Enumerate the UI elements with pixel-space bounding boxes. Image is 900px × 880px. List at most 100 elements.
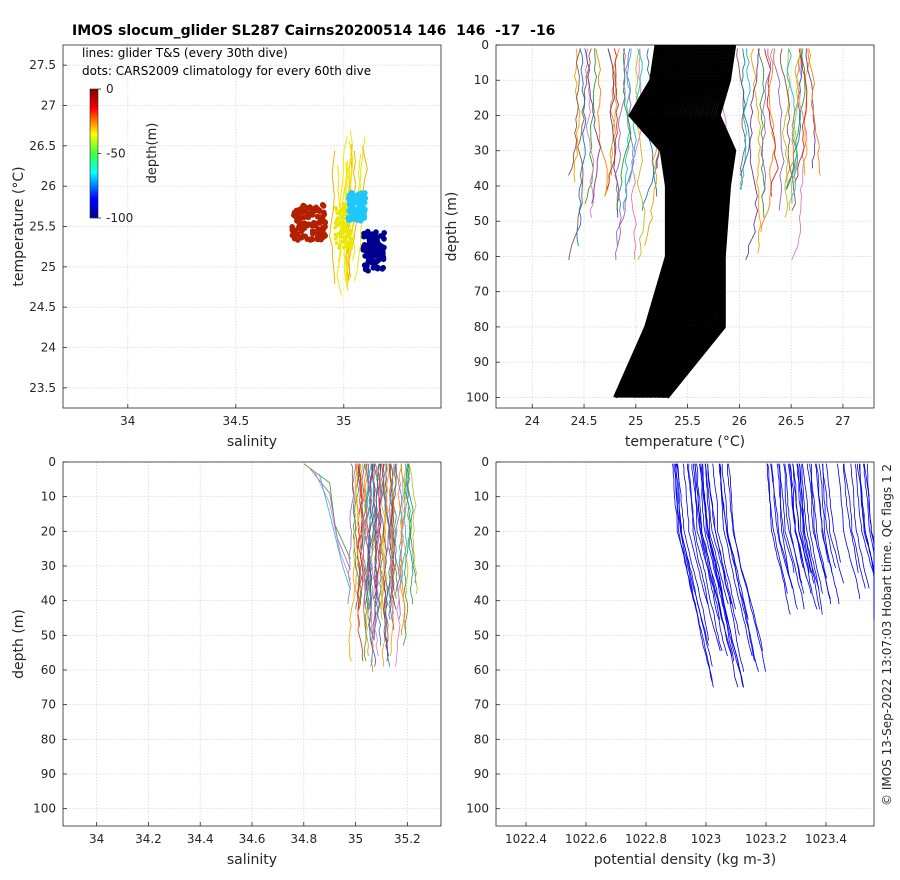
climatology-point xyxy=(306,212,313,218)
climatology-point xyxy=(362,190,368,196)
glider-temp-profile xyxy=(779,48,796,211)
climatology-point xyxy=(346,194,353,201)
y-tick-label: 20 xyxy=(41,524,56,538)
climatology-point xyxy=(348,189,355,196)
plot-frame xyxy=(62,461,442,827)
glider-temp-profile xyxy=(785,48,806,190)
glider-density-profile xyxy=(843,463,859,573)
climatology-point xyxy=(336,216,340,220)
glider-density-profile xyxy=(787,463,807,579)
glider-sal-profile xyxy=(400,463,409,594)
glider-sal-profile xyxy=(378,463,387,620)
colorbar-label: depth(m) xyxy=(145,123,160,184)
y-tick-label: 80 xyxy=(474,732,489,746)
glider-density-profile xyxy=(727,463,763,651)
y-tick-label: 10 xyxy=(474,490,489,504)
glider-temp-profile xyxy=(745,48,760,261)
y-tick-label: 80 xyxy=(41,732,56,746)
climatology-temp-profile xyxy=(615,44,670,398)
climatology-temp-profile xyxy=(632,44,691,398)
climatology-temp-profile xyxy=(662,44,730,399)
legend-annotation: dots: CARS2009 climatology for every 60t… xyxy=(82,64,371,78)
climatology-point xyxy=(343,212,348,216)
y-tick-label: 100 xyxy=(466,802,489,816)
x-tick-label: 34.6 xyxy=(239,832,266,846)
x-tick-label: 34.4 xyxy=(187,832,214,846)
glider-density-profile xyxy=(776,463,795,573)
glider-sal-profile xyxy=(392,463,398,599)
y-tick-label: 26 xyxy=(41,179,56,193)
climatology-temp-profile xyxy=(656,44,723,399)
climatology-point xyxy=(289,226,296,233)
glider-ts-line xyxy=(328,150,336,285)
glider-sal-profile xyxy=(318,473,351,591)
climatology-temp-profile xyxy=(647,44,710,399)
y-tick-label: 100 xyxy=(466,390,489,404)
glider-density-profile xyxy=(826,463,841,563)
x-tick-label: 26 xyxy=(732,414,747,428)
glider-temp-profile xyxy=(791,48,808,261)
plot-frame xyxy=(495,461,875,827)
glider-density-profile xyxy=(676,463,713,667)
climatology-temp-profile xyxy=(640,44,701,398)
x-axis-label: salinity xyxy=(227,434,277,450)
glider-density-profile xyxy=(783,463,805,594)
glider-density-profile xyxy=(821,463,845,584)
x-tick-label: 27 xyxy=(835,414,850,428)
climatology-point xyxy=(320,224,326,231)
glider-density-profile xyxy=(822,463,837,568)
climatology-point xyxy=(295,237,301,243)
colorbar-tick-label: -50 xyxy=(106,147,126,161)
glider-temp-profile xyxy=(585,48,595,218)
glider-density-profile xyxy=(707,463,745,672)
climatology-temp-profile xyxy=(636,44,696,398)
climatology-temp-profile xyxy=(620,44,676,398)
glider-sal-profile xyxy=(308,466,351,570)
glider-temp-profile xyxy=(568,48,581,176)
climatology-point xyxy=(309,222,316,229)
climatology-temp-profile xyxy=(660,44,728,399)
climatology-point xyxy=(360,208,367,215)
climatology-point xyxy=(336,231,341,236)
x-tick-label: 34.2 xyxy=(135,832,162,846)
climatology-temp-profile xyxy=(642,44,702,398)
glider-temp-profile xyxy=(739,48,750,176)
y-tick-label: 24.5 xyxy=(29,300,56,314)
climatology-point xyxy=(369,260,375,266)
climatology-point xyxy=(300,233,307,239)
y-tick-label: 27 xyxy=(41,99,56,113)
y-tick-label: 30 xyxy=(474,559,489,573)
y-tick-label: 70 xyxy=(41,698,56,712)
glider-sal-profile xyxy=(348,463,360,662)
climatology-point xyxy=(334,241,339,245)
x-tick-label: 24.5 xyxy=(571,414,598,428)
climatology-point xyxy=(377,253,383,259)
x-tick-label: 1023.2 xyxy=(745,832,787,846)
climatology-temp-profile xyxy=(613,44,669,399)
y-tick-label: 20 xyxy=(474,524,489,538)
glider-sal-profile xyxy=(351,463,361,610)
y-tick-label: 40 xyxy=(41,594,56,608)
glider-temp-profile xyxy=(794,48,808,183)
x-tick-label: 1022.6 xyxy=(565,832,607,846)
climatology-point xyxy=(303,206,310,212)
x-axis-label: temperature (°C) xyxy=(625,434,745,450)
glider-sal-profile xyxy=(303,463,351,560)
climatology-point xyxy=(357,190,364,197)
climatology-point xyxy=(337,243,342,248)
glider-density-profile xyxy=(728,463,767,672)
climatology-point xyxy=(369,250,375,256)
glider-sal-profile xyxy=(352,463,362,605)
climatology-point xyxy=(342,216,346,221)
climatology-temp-profile xyxy=(623,44,680,398)
glider-sal-profile xyxy=(402,463,411,646)
glider-temp-profile xyxy=(622,48,632,211)
y-tick-label: 50 xyxy=(41,628,56,642)
y-tick-label: 30 xyxy=(474,144,489,158)
glider-sal-profile xyxy=(389,463,395,599)
climatology-temp-profile xyxy=(655,44,721,399)
glider-density-profile xyxy=(688,463,723,652)
glider-density-profile xyxy=(862,463,875,615)
climatology-point xyxy=(364,263,370,269)
climatology-point xyxy=(354,199,361,205)
